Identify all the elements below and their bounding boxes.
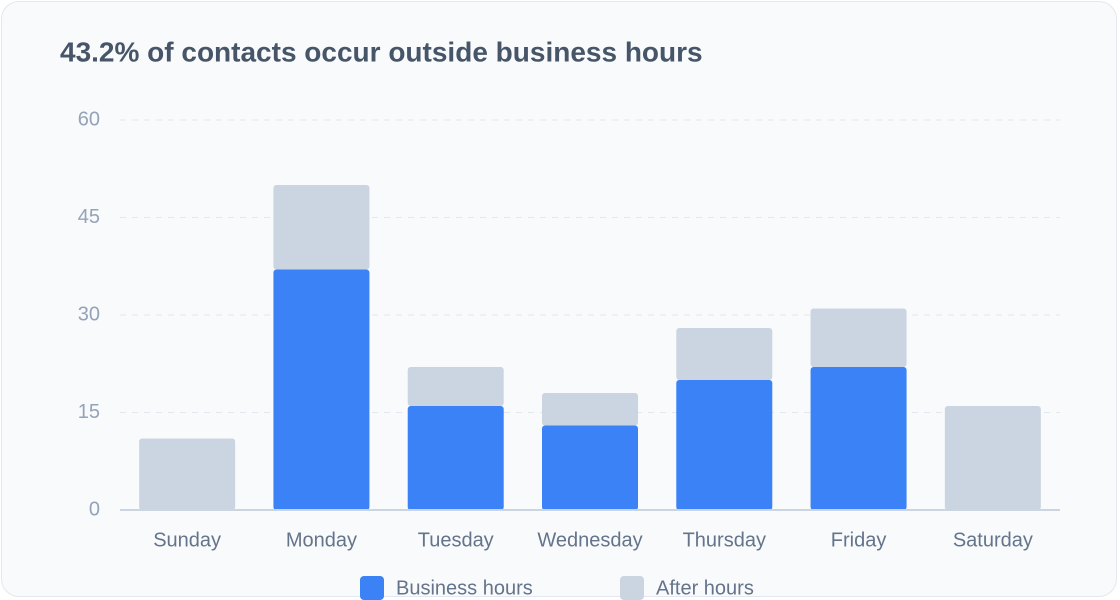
bar-segment [139, 438, 236, 510]
x-tick-label: Friday [831, 529, 887, 551]
bar-segment [542, 393, 638, 426]
legend-label: Business hours [396, 577, 533, 599]
bar-segment [810, 367, 907, 510]
legend-swatch [360, 576, 384, 600]
legend-label: After hours [656, 577, 754, 599]
y-tick-label: 30 [78, 303, 100, 325]
x-tick-label: Sunday [153, 529, 221, 551]
x-tick-label: Saturday [953, 529, 1033, 551]
bar-segment [273, 269, 370, 510]
bar-segment [810, 308, 907, 367]
bar-segment [542, 425, 638, 510]
y-tick-label: 45 [78, 206, 100, 228]
x-tick-label: Thursday [683, 529, 766, 551]
bar-segment [676, 380, 773, 510]
chart-title: 43.2% of contacts occur outside business… [60, 36, 703, 67]
x-tick-label: Monday [286, 529, 357, 551]
bar-segment [407, 367, 504, 406]
x-tick-label: Tuesday [418, 529, 494, 551]
y-tick-label: 0 [89, 498, 100, 520]
bar-segment [273, 185, 370, 270]
x-tick-label: Wednesday [537, 529, 642, 551]
y-tick-label: 60 [78, 108, 100, 130]
y-tick-label: 15 [78, 401, 100, 423]
bar-segment [944, 406, 1041, 510]
bar-segment [407, 406, 504, 510]
bar-segment [676, 328, 773, 380]
legend-swatch [620, 576, 644, 600]
